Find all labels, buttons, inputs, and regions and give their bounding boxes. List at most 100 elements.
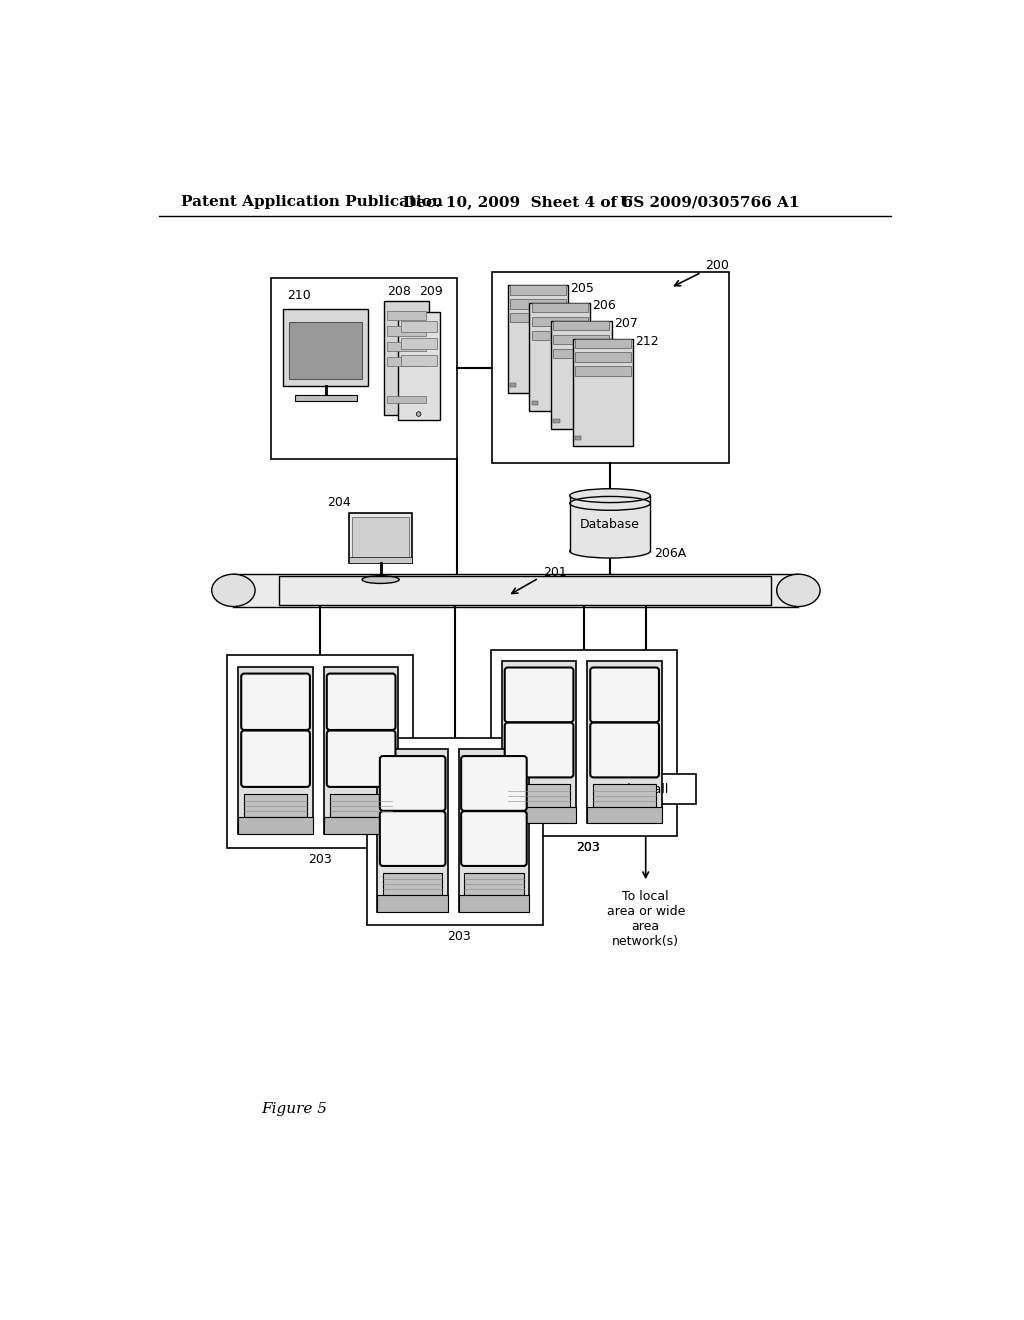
Bar	[502, 807, 577, 822]
FancyBboxPatch shape	[380, 756, 445, 810]
Text: 202: 202	[505, 649, 527, 661]
Text: Figure 5: Figure 5	[261, 1102, 328, 1117]
Bar	[330, 793, 392, 817]
Bar	[531, 317, 588, 326]
Bar	[233, 574, 799, 607]
Bar	[531, 331, 588, 341]
Text: 203: 203	[447, 931, 471, 942]
Bar	[227, 655, 414, 847]
Text: 208: 208	[388, 285, 412, 298]
Bar	[349, 557, 413, 562]
Bar	[324, 667, 398, 834]
FancyBboxPatch shape	[505, 722, 573, 777]
Text: Patent Application Publication: Patent Application Publication	[180, 195, 442, 210]
Bar	[531, 401, 538, 405]
Bar	[554, 335, 609, 345]
Text: 204: 204	[328, 496, 351, 510]
Text: Database: Database	[581, 519, 640, 532]
Ellipse shape	[776, 574, 820, 607]
Text: 203: 203	[308, 853, 333, 866]
Bar	[459, 895, 529, 912]
Bar	[352, 517, 410, 560]
Bar	[387, 312, 426, 321]
FancyBboxPatch shape	[380, 812, 445, 866]
Text: 209: 209	[420, 285, 443, 298]
Bar	[510, 300, 566, 309]
Bar	[554, 321, 609, 330]
Text: 202: 202	[381, 738, 403, 751]
Bar	[588, 807, 662, 822]
Ellipse shape	[212, 574, 255, 607]
Bar	[400, 321, 437, 331]
Ellipse shape	[362, 576, 399, 583]
Ellipse shape	[569, 544, 650, 558]
Bar	[575, 367, 631, 376]
FancyBboxPatch shape	[590, 668, 659, 722]
Bar	[575, 339, 631, 348]
Text: 202: 202	[328, 655, 350, 668]
Bar	[384, 301, 429, 414]
Bar	[400, 355, 437, 366]
Text: To local
area or wide
area
network(s): To local area or wide area network(s)	[606, 890, 685, 948]
Bar	[551, 321, 611, 429]
Text: 202: 202	[463, 738, 485, 751]
Bar	[377, 895, 447, 912]
Text: 201: 201	[543, 566, 566, 578]
Bar	[510, 285, 566, 294]
Text: 212: 212	[636, 335, 659, 347]
FancyBboxPatch shape	[505, 668, 573, 722]
Bar	[490, 649, 677, 836]
Text: 210: 210	[287, 289, 310, 302]
Bar	[349, 512, 413, 562]
Text: Firewall: Firewall	[622, 783, 670, 796]
Text: 211: 211	[594, 758, 617, 771]
Bar	[239, 667, 312, 834]
Text: 202: 202	[592, 649, 613, 661]
Bar	[383, 873, 442, 895]
Bar	[271, 277, 458, 459]
Bar	[575, 437, 582, 441]
Text: 207: 207	[614, 317, 638, 330]
Text: 202: 202	[243, 655, 265, 668]
Bar	[493, 272, 729, 462]
Bar	[239, 817, 312, 834]
Bar	[245, 793, 307, 817]
Bar	[575, 352, 631, 362]
Text: 205: 205	[570, 281, 594, 294]
Bar	[554, 348, 609, 358]
Text: 203: 203	[575, 841, 600, 854]
Bar	[508, 784, 570, 807]
FancyBboxPatch shape	[461, 812, 526, 866]
Text: 206: 206	[592, 300, 616, 313]
Bar	[464, 873, 523, 895]
Bar	[531, 304, 588, 313]
Text: 200: 200	[706, 259, 729, 272]
Bar	[324, 817, 398, 834]
Bar	[502, 661, 577, 822]
FancyBboxPatch shape	[327, 730, 395, 787]
Bar	[387, 326, 426, 335]
FancyBboxPatch shape	[242, 730, 310, 787]
Bar	[397, 313, 440, 420]
Bar	[593, 784, 655, 807]
Bar	[572, 339, 633, 446]
FancyBboxPatch shape	[461, 756, 526, 810]
Bar	[289, 322, 362, 379]
Bar	[595, 775, 696, 804]
Bar	[510, 383, 516, 387]
Ellipse shape	[569, 488, 650, 503]
Text: 206A: 206A	[654, 548, 686, 560]
Bar	[280, 576, 771, 605]
Bar	[508, 285, 568, 393]
Bar	[387, 396, 426, 404]
Text: US 2009/0305766 A1: US 2009/0305766 A1	[621, 195, 800, 210]
Bar	[554, 418, 560, 422]
Bar	[459, 750, 529, 912]
FancyBboxPatch shape	[327, 673, 395, 730]
Bar	[387, 358, 426, 367]
Bar	[295, 395, 356, 401]
Bar	[588, 661, 662, 822]
Text: 203: 203	[575, 841, 600, 854]
Bar	[377, 750, 447, 912]
Bar	[367, 738, 544, 924]
